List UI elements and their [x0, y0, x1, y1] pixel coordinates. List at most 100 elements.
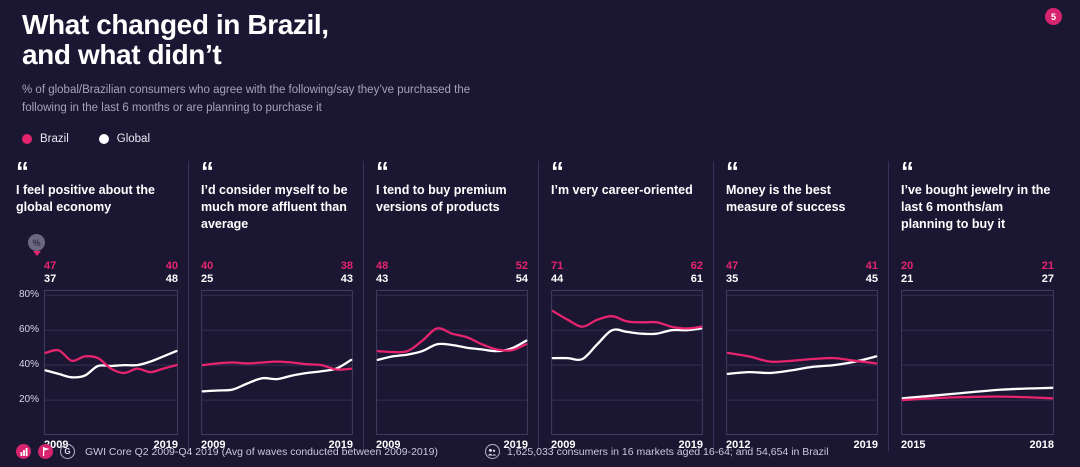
legend-item-brazil: Brazil — [22, 133, 69, 145]
y-tick-label: 60% — [18, 324, 39, 336]
statement-title: I’d consider myself to be much more affl… — [201, 183, 348, 231]
series-line-brazil — [203, 362, 351, 370]
panel-icon-slot — [201, 234, 353, 260]
chart-panel: “ I’m very career-oriented 71 44 62 61 2… — [539, 161, 714, 452]
x-axis: 2009 2019 — [201, 439, 353, 451]
brazil-start-value: 20 — [901, 260, 914, 273]
series-line-global — [46, 351, 177, 377]
x-axis-start-label: 2012 — [726, 439, 751, 452]
global-end-value: 48 — [165, 273, 178, 286]
series-line-brazil — [553, 311, 701, 328]
series-line-brazil — [46, 350, 177, 373]
chart-icon — [16, 444, 31, 459]
series-line-brazil — [728, 353, 876, 364]
brazil-end-value: 52 — [515, 260, 528, 273]
series-line-brazil — [378, 328, 526, 352]
value-labels: 71 44 62 61 — [551, 260, 703, 288]
line-chart — [901, 290, 1054, 435]
statement-title: I feel positive about the global economy — [16, 183, 155, 214]
legend: Brazil Global — [22, 133, 1062, 145]
chart-panel: “ Money is the best measure of success 4… — [714, 161, 889, 452]
statement-title: I’m very career-oriented — [551, 183, 693, 198]
quote-icon: “ — [726, 161, 739, 178]
brazil-end-value: 41 — [865, 260, 878, 273]
quote-icon: “ — [201, 161, 214, 178]
statement-title: I tend to buy premium versions of produc… — [376, 183, 507, 214]
flag-icon — [38, 444, 53, 459]
x-axis: 2009 2019 — [551, 439, 703, 451]
brazil-end-value: 40 — [165, 260, 178, 273]
brazil-start-value: 48 — [376, 260, 389, 273]
x-axis-end-label: 2019 — [153, 439, 178, 452]
statement-title: I’ve bought jewelry in the last 6 months… — [901, 183, 1051, 231]
quote-icon: “ — [16, 161, 29, 178]
chart-panel: “ I tend to buy premium versions of prod… — [364, 161, 539, 452]
value-labels: 40 25 38 43 — [201, 260, 353, 288]
footer: G GWI Core Q2 2009-Q4 2019 (Avg of waves… — [16, 444, 1064, 459]
brazil-dot-icon — [22, 134, 32, 145]
global-end-value: 45 — [865, 273, 878, 286]
value-labels: 48 43 52 54 — [376, 260, 528, 288]
brazil-start-value: 47 — [726, 260, 739, 273]
page-title: What changed in Brazil, and what didn’t — [22, 9, 329, 71]
slide-number-badge: 5 — [1045, 8, 1062, 25]
x-axis-start-label: 2009 — [201, 439, 226, 452]
x-axis-end-label: 2019 — [328, 439, 353, 452]
brazil-end-value: 38 — [340, 260, 353, 273]
slide-header: What changed in Brazil, and what didn’t … — [0, 0, 1080, 145]
brazil-start-value: 40 — [201, 260, 214, 273]
statement-title: Money is the best measure of success — [726, 183, 846, 214]
sample-base-group: 1,625,033 consumers in 16 markets aged 1… — [484, 444, 829, 459]
y-tick-label: 40% — [18, 359, 39, 371]
value-labels: 47 35 41 45 — [726, 260, 878, 288]
line-chart — [551, 290, 703, 435]
y-tick-label: 80% — [18, 289, 39, 301]
x-axis-start-label: 2009 — [376, 439, 401, 452]
x-axis-end-label: 2018 — [1029, 439, 1054, 452]
chart-panel: “ I’d consider myself to be much more af… — [189, 161, 364, 452]
x-axis-end-label: 2019 — [853, 439, 878, 452]
global-start-value: 44 — [551, 273, 564, 286]
x-axis-end-label: 2019 — [678, 439, 703, 452]
brazil-end-value: 21 — [1041, 260, 1054, 273]
x-axis-start-label: 2009 — [551, 439, 576, 452]
y-tick-label: 20% — [18, 394, 39, 406]
legend-label: Global — [116, 133, 151, 146]
quote-icon: “ — [376, 161, 389, 178]
series-line-global — [728, 356, 876, 373]
chart-panels-row: “ I feel positive about the global econo… — [14, 161, 1064, 452]
audience-icon — [484, 444, 500, 459]
global-dot-icon — [98, 134, 109, 145]
global-end-value: 43 — [340, 273, 353, 286]
x-axis-start-label: 2015 — [901, 439, 926, 452]
value-labels: 47 37 40 48 — [44, 260, 178, 288]
line-chart — [726, 290, 878, 435]
series-line-global — [553, 328, 701, 359]
series-line-global — [903, 388, 1052, 399]
line-chart — [201, 290, 353, 435]
series-line-global — [203, 360, 351, 391]
chart-panel: “ I’ve bought jewelry in the last 6 mont… — [889, 161, 1064, 451]
brazil-start-value: 47 — [44, 260, 57, 273]
x-axis: 2015 2018 — [901, 439, 1054, 451]
panel-icon-slot — [901, 234, 1054, 260]
y-axis-labels: 80% 60% 40% 20% — [16, 289, 44, 435]
gwi-logo-icon: G — [60, 444, 75, 459]
legend-label: Brazil — [40, 133, 69, 146]
brazil-end-value: 62 — [690, 260, 703, 273]
panel-icon-slot — [551, 234, 703, 260]
global-start-value: 43 — [376, 273, 389, 286]
series-line-brazil — [903, 397, 1052, 401]
base-text: 1,625,033 consumers in 16 markets aged 1… — [506, 445, 829, 458]
x-axis-end-label: 2019 — [503, 439, 528, 452]
global-start-value: 37 — [44, 273, 57, 286]
global-start-value: 21 — [901, 273, 914, 286]
pin-pointer-icon — [33, 251, 41, 257]
panel-icon-slot — [726, 234, 878, 260]
legend-item-global: Global — [98, 133, 151, 146]
x-axis: 2012 2019 — [726, 439, 878, 451]
percent-pin-icon: % — [28, 234, 45, 252]
global-end-value: 54 — [515, 273, 528, 286]
x-axis: 2009 2019 — [376, 439, 528, 451]
brazil-start-value: 71 — [551, 260, 564, 273]
